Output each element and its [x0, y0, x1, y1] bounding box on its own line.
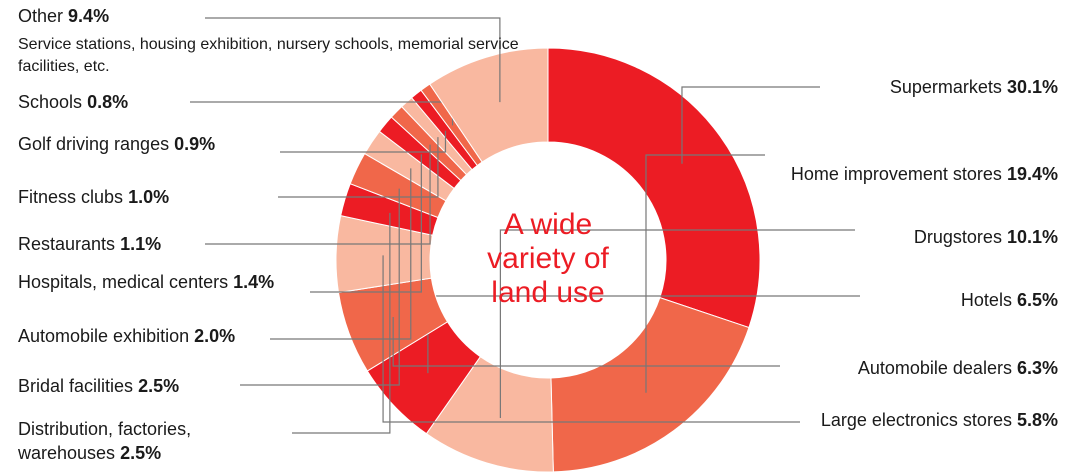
category-label: Drugstores — [913, 227, 1002, 247]
slice-label: Large electronics stores 5.8% — [760, 408, 1058, 432]
value-label: 5.8% — [1016, 410, 1058, 430]
donut-slice — [550, 296, 750, 473]
leader-line — [278, 137, 439, 198]
slice-label: Schools 0.8% — [18, 90, 318, 114]
slice-label: Other 9.4% — [18, 4, 318, 28]
value-label: 1.1% — [120, 234, 162, 254]
leader-line — [205, 17, 501, 103]
value-label: 1.0% — [128, 187, 170, 207]
leader-line — [270, 168, 412, 340]
leader-line — [280, 130, 447, 153]
value-label: 2.5% — [120, 443, 162, 463]
leader-line — [681, 86, 820, 164]
slice-label: Automobile dealers 6.3% — [760, 356, 1058, 380]
value-label: 9.4% — [68, 6, 110, 26]
value-label: 2.5% — [138, 376, 180, 396]
category-label: Large electronics stores — [820, 410, 1012, 430]
slice-label: Supermarkets 30.1% — [760, 75, 1058, 99]
leader-line — [645, 154, 765, 393]
leader-line — [499, 229, 855, 418]
value-label: 6.3% — [1016, 358, 1058, 378]
category-label: Fitness clubs — [18, 187, 124, 207]
slice-label: Distribution, factories, warehouses 2.5% — [18, 417, 288, 465]
value-label: 0.9% — [174, 134, 216, 154]
value-label: 6.5% — [1016, 290, 1058, 310]
slice-label: Bridal facilities 2.5% — [18, 374, 318, 398]
value-label: 1.4% — [233, 272, 275, 292]
category-label: Other — [18, 6, 64, 26]
donut-slice — [429, 47, 549, 163]
leader-line — [310, 154, 422, 293]
category-label: Home improvement stores — [790, 164, 1002, 184]
slice-label: Hotels 6.5% — [760, 288, 1058, 312]
category-label: Supermarkets — [889, 77, 1002, 97]
leader-line — [292, 212, 391, 434]
leader-line — [240, 188, 400, 386]
leader-line — [392, 316, 780, 367]
category-label: Automobile exhibition — [18, 326, 190, 346]
category-label: Bridal facilities — [18, 376, 134, 396]
value-label: 19.4% — [1006, 164, 1058, 184]
slice-label: Fitness clubs 1.0% — [18, 185, 318, 209]
category-label: Restaurants — [18, 234, 116, 254]
category-label: Hotels — [960, 290, 1012, 310]
slice-label: Hospitals, medical centers 1.4% — [18, 270, 308, 294]
category-label: Golf driving ranges — [18, 134, 170, 154]
value-label: 0.8% — [87, 92, 129, 112]
category-label: Distribution, factories, warehouses — [18, 419, 192, 463]
value-label: 2.0% — [194, 326, 236, 346]
slice-label: Restaurants 1.1% — [18, 232, 318, 256]
donut-slice — [547, 47, 761, 329]
annotation: Service stations, housing exhibition, nu… — [18, 36, 519, 75]
value-label: 10.1% — [1006, 227, 1058, 247]
leader-line — [382, 255, 800, 423]
category-label: Schools — [18, 92, 83, 112]
slice-label: Home improvement stores 19.4% — [760, 162, 1058, 186]
value-label: 30.1% — [1006, 77, 1058, 97]
category-label: Automobile dealers — [857, 358, 1012, 378]
center-text: A wide variety of land use — [487, 208, 609, 309]
slice-label: Automobile exhibition 2.0% — [18, 324, 268, 348]
slice-label: Golf driving ranges 0.9% — [18, 132, 318, 156]
category-label: Hospitals, medical centers — [18, 272, 229, 292]
leader-line — [205, 144, 431, 245]
slice-label: Drugstores 10.1% — [760, 225, 1058, 249]
